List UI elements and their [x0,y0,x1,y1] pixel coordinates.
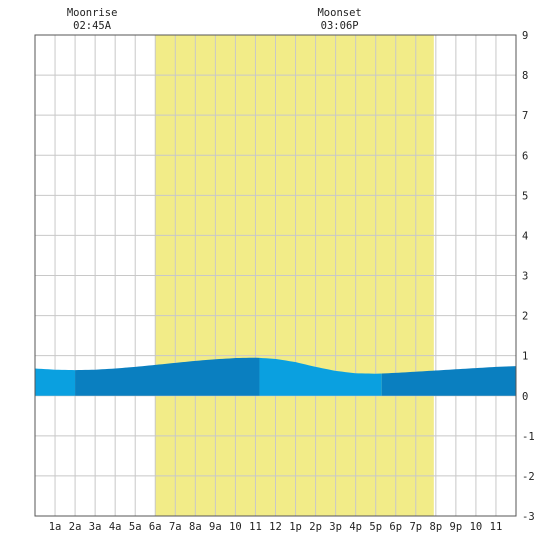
x-tick-label: 11 [249,521,262,533]
y-tick-label: 4 [522,230,528,242]
y-tick-label: -1 [522,431,535,443]
y-tick-label: 9 [522,30,528,42]
tide-area [35,357,516,396]
x-tick-label: 1a [49,521,62,533]
y-tick-label: 6 [522,150,528,162]
x-tick-label: 2a [69,521,82,533]
x-tick-label: 9p [450,521,463,533]
x-tick-label: 4a [109,521,122,533]
x-tick-label: 8a [189,521,202,533]
annotation-time: 02:45A [73,20,112,32]
x-tick-label: 6a [149,521,162,533]
annotation-time: 03:06P [321,20,359,32]
y-tick-label: -2 [522,471,535,483]
tide-band [75,357,260,396]
x-tick-label: 12 [269,521,282,533]
plot-frame [34,34,517,517]
x-axis: 1a 2a 3a 4a 5a 6a 7a 8a 9a 10 11 12 1p 2p 3p 4p 5p 6p 7p 8p… [49,521,503,533]
y-tick-label: 7 [522,110,528,122]
x-tick-label: 2p [309,521,322,533]
x-tick-label: 11 [490,521,503,533]
y-tick-label: -3 [522,511,535,523]
tide-band [259,357,382,396]
x-tick-label: 5p [369,521,382,533]
y-tick-label: 1 [522,351,528,363]
x-tick-label: 5a [129,521,142,533]
grid [34,34,517,517]
y-tick-label: 3 [522,271,528,283]
x-tick-label: 6p [389,521,402,533]
y-tick-label: 0 [522,391,528,403]
y-tick-label: 8 [522,70,528,82]
y-tick-label: 5 [522,190,528,202]
tide-band [381,366,516,396]
annotation-label: Moonset [317,7,361,19]
x-tick-label: 10 [229,521,242,533]
x-tick-label: 4p [349,521,362,533]
y-tick-label: 2 [522,311,528,323]
x-tick-label: 7p [409,521,422,533]
x-tick-label: 3p [329,521,342,533]
x-tick-label: 7a [169,521,182,533]
y-axis: 9 8 7 6 5 4 3 2 1 0 -1 -2 -3 [522,30,535,523]
annotation-label: Moonrise [67,7,118,19]
x-tick-label: 10 [470,521,483,533]
x-tick-label: 9a [209,521,222,533]
x-tick-label: 1p [289,521,302,533]
x-tick-label: 3a [89,521,102,533]
plot-border [34,34,517,517]
x-tick-label: 8p [430,521,443,533]
tide-band [35,368,76,396]
